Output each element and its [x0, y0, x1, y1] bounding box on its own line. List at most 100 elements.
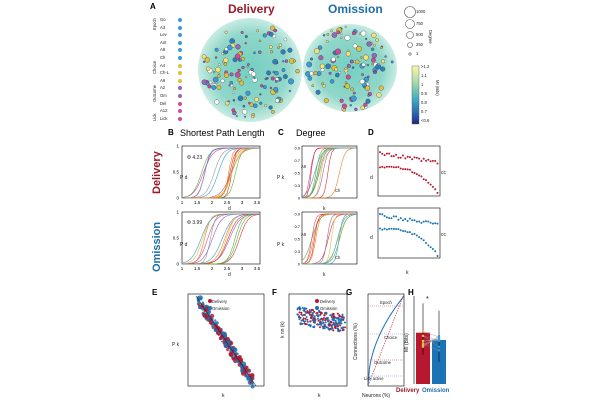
mi-scale-label: MI (Bits) [435, 80, 440, 96]
network-node [339, 36, 343, 39]
paneld-cc-point [429, 221, 432, 224]
panelc-curve [301, 213, 357, 265]
panelf-point [305, 311, 308, 314]
panelb-xtick: 1.5 [194, 266, 201, 271]
panelh-pair-line [422, 338, 440, 345]
paneld-cc-point [381, 152, 384, 155]
network-node [344, 35, 351, 41]
panele-point [197, 304, 200, 307]
network-node [314, 48, 320, 54]
panele-legend-delivery: Delivery [212, 299, 228, 304]
paneld-d-point [406, 231, 409, 234]
panelf-point [323, 327, 326, 330]
network-node [207, 84, 212, 89]
panele-point [211, 325, 214, 327]
network-node [230, 83, 234, 88]
network-node [280, 49, 286, 55]
title-omission: Omission [328, 2, 383, 16]
paneld-cc-point [422, 220, 425, 223]
panelc-ylabel-del: P k [277, 175, 285, 181]
panelg-stage-choice: Choice [384, 335, 398, 340]
paneld-d-point [385, 228, 388, 231]
legend-item-lick: Lick [160, 115, 168, 121]
network-node [346, 64, 351, 68]
network-node [316, 71, 322, 76]
panelh-point [421, 339, 425, 342]
paneld-cc-point [418, 157, 421, 160]
panele-point [239, 364, 245, 370]
network-node [325, 63, 331, 70]
network-node [223, 62, 227, 66]
panelc-curve [302, 213, 357, 265]
network-node [220, 78, 225, 83]
network-node [262, 33, 267, 38]
network-node [381, 59, 386, 64]
network-node [338, 71, 342, 74]
paneld-cc-point [392, 155, 395, 158]
panelb-curve [181, 213, 260, 265]
panelf-point [313, 317, 316, 320]
figure: A Delivery Omission Go A3 Lev Ant A9 Ch A4 Ch-L… [150, 0, 450, 400]
panelg-stage-epoch: Epoch [380, 300, 392, 305]
panelf-point [336, 312, 339, 315]
network-node [295, 68, 300, 74]
paneld-d-point [406, 168, 409, 171]
network-node [287, 47, 293, 53]
legend-item-om: Om [160, 93, 167, 98]
legend-dot [178, 63, 182, 68]
paneld-d-point [413, 232, 416, 235]
network-node [251, 115, 255, 119]
degree-1: 1 [416, 51, 419, 56]
panelc-curve [302, 214, 358, 265]
paneld-d-point [395, 166, 398, 169]
network-node [268, 105, 273, 110]
mi-tick: 1.1 [421, 73, 427, 78]
panele-point [250, 373, 255, 378]
panelf-point [312, 311, 315, 314]
panelf-point [305, 316, 308, 318]
paneld-cc-point [404, 157, 407, 160]
panelf-point [339, 324, 342, 327]
network-node [281, 68, 286, 72]
panel-label-f: F [272, 288, 277, 297]
paneld-cc-point [436, 222, 439, 225]
network-node [206, 66, 211, 71]
paneld-d-point [390, 227, 393, 230]
paneld-d-point [418, 236, 421, 239]
legend-dot [178, 101, 182, 106]
panele-point [224, 341, 227, 344]
legend-item-ch-l: Ch-L [160, 70, 170, 76]
network-node [352, 43, 358, 49]
panel-h-plot [413, 296, 446, 384]
network-node [266, 70, 271, 76]
network-node [235, 44, 241, 50]
legend-item-ant: Ant [160, 39, 167, 45]
paneld-d-point [381, 228, 384, 231]
paneld-d-point [395, 228, 398, 230]
paneld-cc-point [408, 156, 411, 159]
panelc-curve [302, 214, 358, 265]
network-node [339, 98, 344, 103]
panelc-anno-ch-om: Ch [335, 255, 341, 260]
panel-c-plots: 0 0.3 0.5 0.7 0.9 0 0.3 0.5 0.7 0.9 [294, 146, 358, 267]
network-node [371, 53, 377, 59]
panelf-point [296, 313, 299, 316]
network-node [384, 55, 387, 58]
panelf-point [325, 326, 328, 329]
paneld-cc-point [434, 222, 437, 225]
paneld-d-point [383, 227, 386, 230]
network-node [371, 57, 376, 63]
network-node [251, 71, 257, 77]
panelb-xtick: 3 [241, 266, 244, 271]
network-node [321, 82, 325, 86]
paneld-d-point [397, 166, 400, 168]
panelb-xtick: 1 [181, 200, 184, 205]
panelb-xlabel-del: d [228, 206, 231, 212]
paneld-d-point [429, 183, 432, 186]
degree-750: 750 [416, 21, 423, 26]
panel-label-d: D [368, 128, 374, 137]
panele-point [201, 308, 204, 311]
panelc-anno-ch-del: Ch [335, 188, 341, 193]
network-node [350, 95, 357, 102]
panele-point [247, 369, 251, 372]
